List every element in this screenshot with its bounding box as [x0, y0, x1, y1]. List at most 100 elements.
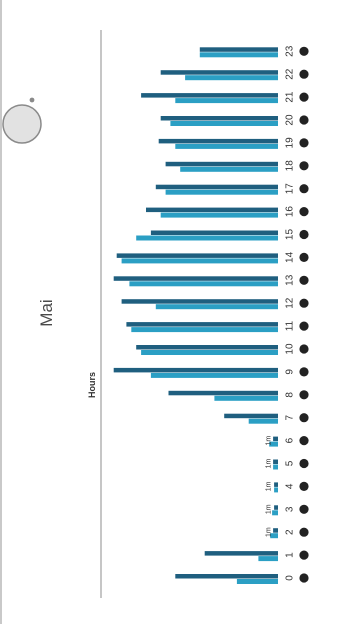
hour-23-icon: [299, 46, 309, 56]
small-value-label-h6: 1m: [265, 436, 272, 446]
bar-h17-s2: [165, 189, 278, 195]
bar-h15-s1: [150, 230, 278, 235]
bar-h23-s1: [199, 47, 278, 52]
bar-h5-s2: [273, 464, 278, 470]
hour-1-icon: [299, 550, 309, 560]
hour-6-icon: [299, 436, 309, 446]
bar-h19-s1: [158, 138, 278, 144]
tick-label-11: 11: [285, 320, 296, 331]
avatar[interactable]: [2, 97, 42, 144]
bar-h1-s1: [204, 551, 278, 556]
tick-label-15: 15: [285, 229, 296, 241]
bar-h6-s2: [269, 441, 278, 447]
tick-label-4: 4: [285, 483, 296, 489]
hour-18-icon: [299, 161, 309, 171]
bar-h3-s1: [274, 505, 278, 510]
bar-h1-s2: [258, 556, 278, 562]
hour-17-icon: [299, 184, 309, 194]
bar-h12-s1: [121, 299, 278, 304]
bar-h21-s1: [141, 93, 278, 98]
bar-h9-s2: [150, 372, 278, 378]
small-value-label-h4: 1m: [265, 481, 272, 491]
bar-h8-s2: [214, 395, 278, 401]
bar-h19-s2: [175, 143, 278, 149]
bar-h12-s2: [155, 304, 278, 310]
tick-label-6: 6: [285, 437, 296, 443]
tick-label-23: 23: [285, 45, 296, 57]
tick-label-19: 19: [285, 137, 296, 149]
hour-icons-group: [299, 46, 309, 583]
bar-h0-s1: [175, 574, 278, 579]
bars-group: [113, 47, 279, 584]
bar-h17-s1: [155, 184, 278, 190]
bar-h16-s1: [146, 207, 278, 213]
small-value-label-h2: 1m: [265, 527, 272, 537]
bar-h22-s2: [185, 75, 278, 81]
bar-h21-s2: [175, 98, 278, 104]
tick-label-1: 1: [285, 552, 296, 558]
tick-label-9: 9: [285, 369, 296, 375]
bar-h6-s1: [273, 436, 278, 442]
hour-5-icon: [299, 458, 309, 469]
month-label: Mai: [37, 299, 56, 326]
tick-label-16: 16: [285, 206, 296, 218]
hour-15-icon: [299, 229, 309, 240]
tick-label-10: 10: [285, 343, 296, 355]
hour-12-icon: [299, 298, 309, 308]
hour-16-icon: [299, 207, 309, 217]
tick-label-2: 2: [285, 529, 296, 535]
tick-label-7: 7: [285, 414, 296, 420]
bar-h20-s1: [160, 116, 278, 121]
hour-11-icon: [299, 321, 309, 331]
tick-label-20: 20: [285, 114, 296, 126]
hour-7-icon: [299, 413, 309, 423]
bar-h20-s2: [170, 121, 278, 126]
bar-h13-s1: [113, 276, 278, 281]
tick-label-8: 8: [285, 392, 296, 398]
small-value-label-h5: 1m: [265, 458, 272, 468]
tick-label-18: 18: [285, 160, 296, 172]
hour-21-icon: [299, 92, 309, 102]
bar-h15-s2: [136, 235, 278, 241]
bar-h8-s1: [168, 390, 278, 396]
tick-label-17: 17: [285, 183, 296, 195]
tick-label-0: 0: [285, 575, 296, 581]
hour-14-icon: [299, 252, 309, 262]
bar-h23-s2: [199, 52, 278, 58]
small-value-labels-group: 1m 1m 1m 1m 1m: [265, 436, 272, 537]
hour-22-icon: [299, 69, 309, 79]
tick-label-21: 21: [285, 91, 296, 103]
tick-label-13: 13: [285, 274, 296, 286]
hour-19-icon: [299, 138, 309, 148]
bar-h10-s1: [136, 345, 278, 350]
bar-h7-s1: [224, 413, 278, 419]
small-value-label-h3: 1m: [265, 504, 272, 514]
bar-h13-s2: [129, 281, 278, 287]
bar-h16-s2: [160, 212, 278, 218]
bar-h3-s2: [272, 510, 278, 516]
bar-h18-s2: [180, 166, 278, 172]
tick-label-12: 12: [285, 297, 296, 309]
hour-0-icon: [299, 573, 309, 583]
hour-2-icon: [299, 527, 309, 537]
bar-h4-s2: [274, 487, 278, 493]
bar-h11-s2: [131, 327, 278, 333]
hour-9-icon: [299, 367, 309, 377]
hour-13-icon: [299, 275, 309, 285]
bar-h10-s2: [141, 350, 278, 355]
hour-3-icon: [299, 504, 309, 514]
bar-h22-s1: [160, 70, 278, 75]
bar-h14-s1: [116, 253, 278, 258]
hour-20-icon: [299, 115, 309, 125]
bar-h11-s1: [126, 322, 279, 327]
hour-4-icon: [299, 481, 309, 491]
hour-10-icon: [299, 344, 309, 354]
tick-label-14: 14: [285, 251, 296, 263]
bar-h14-s2: [121, 258, 278, 264]
bar-h4-s1: [274, 482, 278, 487]
bar-h9-s1: [113, 367, 278, 373]
axis-title: Hours: [87, 372, 97, 398]
